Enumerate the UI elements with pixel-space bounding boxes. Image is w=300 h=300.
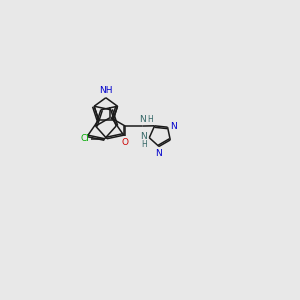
Text: Cl: Cl bbox=[81, 134, 90, 143]
Text: NH: NH bbox=[99, 86, 112, 95]
Text: N: N bbox=[156, 149, 162, 158]
Text: O: O bbox=[122, 138, 129, 147]
Text: N: N bbox=[140, 132, 147, 141]
Text: N: N bbox=[139, 115, 146, 124]
Text: H: H bbox=[141, 140, 147, 149]
Text: N: N bbox=[170, 122, 177, 130]
Text: H: H bbox=[148, 115, 153, 124]
